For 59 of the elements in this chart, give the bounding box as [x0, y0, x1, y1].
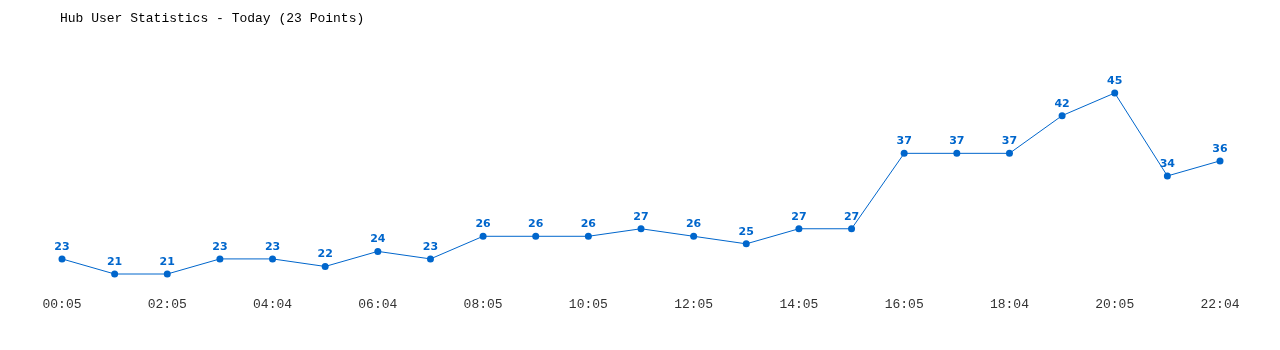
x-tick-label: 22:04 [1200, 297, 1240, 312]
data-label: 34 [1159, 156, 1176, 170]
data-label: 26 [528, 217, 544, 231]
x-tick-label: 08:05 [463, 297, 503, 312]
point [163, 270, 171, 278]
point [953, 149, 961, 157]
point [900, 149, 908, 157]
data-label: 37 [896, 134, 912, 148]
point [637, 225, 645, 233]
x-tick-label: 00:05 [42, 297, 82, 312]
data-label: 37 [1001, 134, 1018, 148]
point [1216, 157, 1224, 165]
point [584, 232, 592, 240]
point [216, 255, 224, 263]
x-tick-label: 12:05 [674, 297, 714, 312]
x-tick-label: 14:05 [779, 297, 819, 312]
point [795, 225, 803, 233]
point [426, 255, 434, 263]
point [1005, 149, 1013, 157]
x-tick-label: 04:04 [253, 297, 293, 312]
point [374, 247, 382, 255]
data-label: 42 [1054, 96, 1070, 110]
data-label: 26 [580, 217, 597, 231]
point [1058, 112, 1066, 120]
data-label: 45 [1107, 74, 1123, 87]
data-label: 22 [317, 247, 333, 261]
point [848, 225, 856, 233]
point [479, 232, 487, 240]
data-label: 25 [738, 224, 754, 238]
data-label: 26 [475, 217, 492, 231]
x-tick-label: 20:05 [1095, 297, 1135, 312]
x-tick-label: 10:05 [568, 297, 608, 312]
point [58, 255, 66, 263]
point [1163, 172, 1171, 180]
data-label: 27 [843, 209, 860, 223]
data-label: 36 [1212, 141, 1228, 155]
chart-title: Hub User Statistics - Today (23 Points) [60, 11, 365, 26]
data-label: 21 [106, 255, 123, 268]
data-label: 27 [633, 209, 649, 223]
x-tick-label: 02:05 [147, 297, 187, 312]
data-label: 21 [159, 255, 175, 268]
data-label: 23 [212, 239, 228, 253]
data-label: 23 [264, 239, 281, 253]
point [269, 255, 277, 263]
data-label: 26 [685, 217, 702, 231]
x-tick-label: 16:05 [884, 297, 924, 312]
point [111, 270, 119, 278]
data-label: 37 [949, 134, 965, 148]
data-label: 23 [54, 239, 70, 253]
data-label: 27 [791, 209, 807, 223]
point [742, 240, 750, 248]
data-label: 23 [422, 239, 439, 253]
point [321, 262, 329, 270]
point [1111, 89, 1119, 97]
point [690, 232, 698, 240]
point [532, 232, 540, 240]
x-tick-label: 18:04 [989, 297, 1030, 312]
data-label: 24 [370, 232, 386, 246]
x-tick-label: 06:04 [358, 297, 398, 312]
